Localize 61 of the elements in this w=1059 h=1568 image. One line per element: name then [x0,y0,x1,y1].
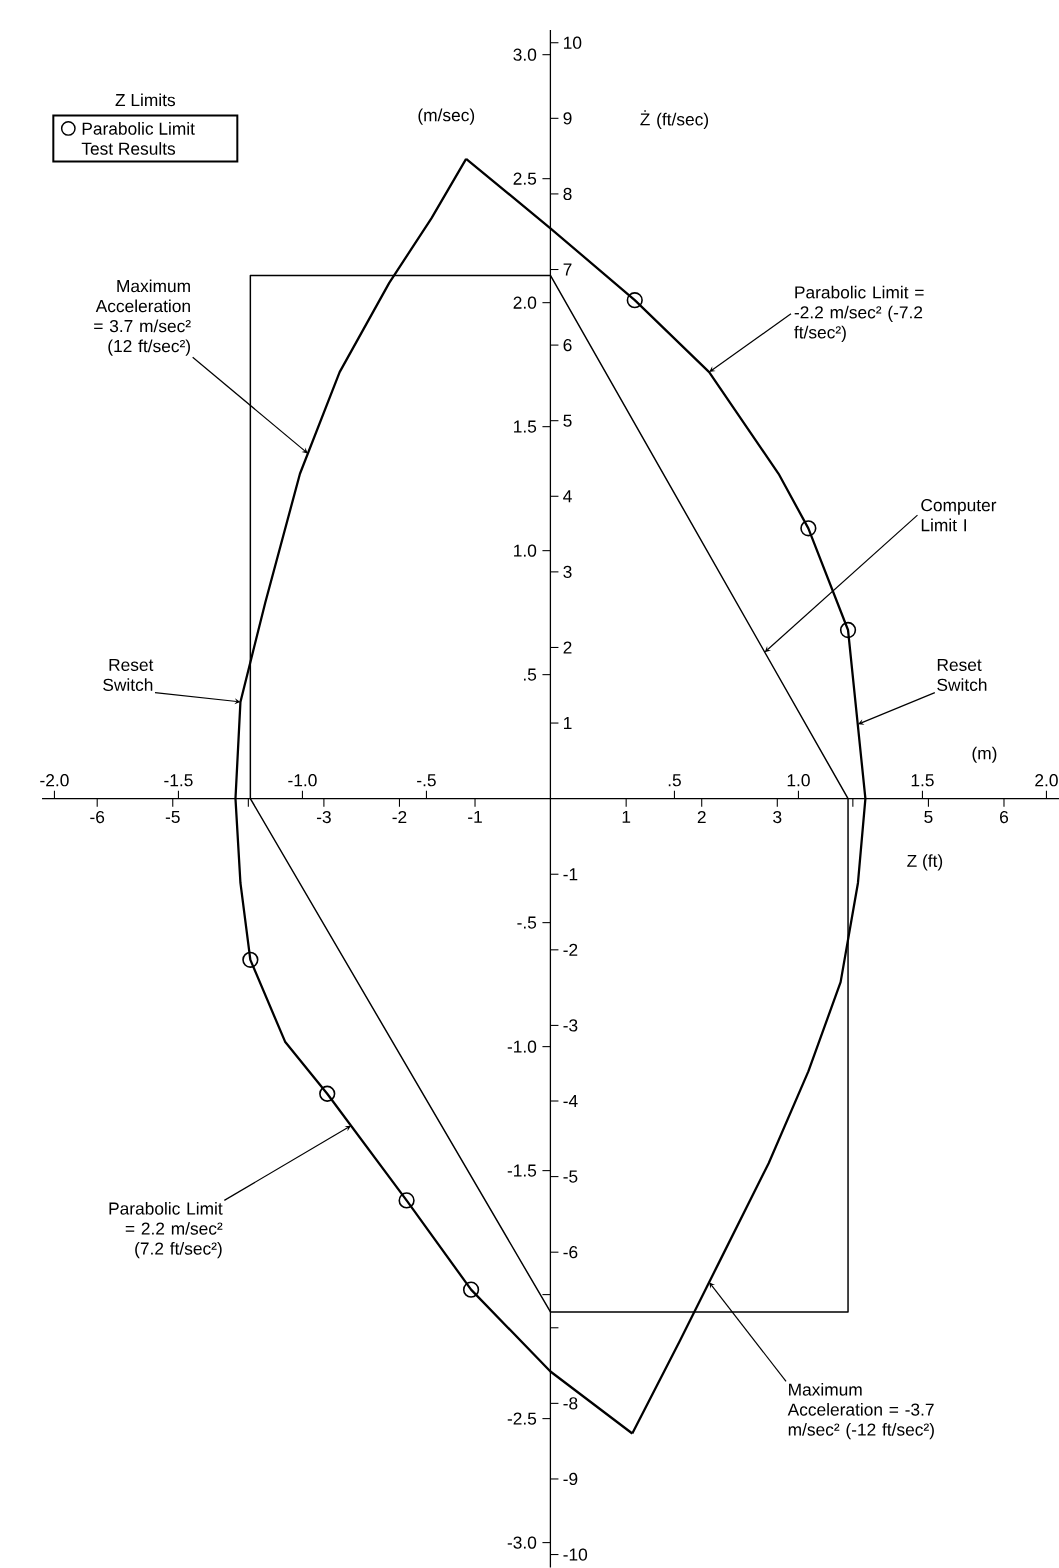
x-tick-label: 1.0 [787,774,810,787]
y2-tick-label: -4 [563,1095,578,1107]
x2-tick-label: 6 [1000,810,1009,824]
y2-tick-label: -2 [563,943,578,956]
x2-tick-label: -2 [392,810,407,824]
x-axis-title: (m) [972,746,997,763]
x-tick-label: 2.0 [1035,774,1058,787]
y-tick-label: -3.0 [507,1536,537,1549]
x2-tick-label: 3 [773,810,782,824]
y-tick-label: 2.5 [513,172,537,185]
annotation: Maximum Acceleration = -3.7 m/sec² (-12 ft/sec²) [787,1383,934,1440]
y2-tick-label: 6 [563,338,572,352]
y2-tick-label: 9 [563,112,572,125]
x2-tick-label: -6 [90,810,105,824]
y2-axis-title: Ż (ft/sec) [640,110,709,129]
y2-tick-label: -1 [563,868,578,881]
y2-tick-label: -10 [563,1548,588,1561]
annotation: Parabolic Limit = 2.2 m/sec² (7.2 ft/sec²) [109,1201,223,1259]
y-tick-label: -.5 [517,916,537,929]
y-tick-label: .5 [523,668,537,681]
y-tick-label: 3.0 [513,48,537,61]
x-tick-label: -2.0 [40,774,69,787]
y2-tick-label: 1 [564,717,572,730]
legend-label: Parabolic Limit Test Results [81,122,195,155]
y-tick-label: 2.0 [513,296,537,309]
x2-tick-label: -1 [468,810,482,823]
x-tick-label: -1.0 [288,774,317,787]
y-tick-label: -1.5 [507,1164,537,1177]
y-tick-label: -1.0 [507,1040,537,1053]
y-tick-label: 1.5 [514,420,537,433]
legend-title: Z Limits [115,93,176,107]
x2-tick-label: -5 [165,810,180,823]
y2-tick-label: 3 [563,565,572,578]
y2-tick-label: 7 [563,263,572,276]
y2-tick-label: 5 [563,414,572,427]
text: Computer Limit I [921,499,997,532]
x-tick-label: 1.5 [911,774,934,787]
y2-tick-label: -8 [563,1397,578,1410]
x2-axis-title: Z (ft) [907,854,943,871]
y2-tick-label: 2 [563,641,572,654]
y-tick-label: -2.5 [507,1412,537,1425]
y2-tick-label: -5 [563,1170,578,1183]
y2-tick-label: -3 [563,1019,578,1032]
y2-tick-label: 10 [564,36,582,49]
x-tick-label: .5 [668,774,681,787]
x2-tick-label: 2 [697,810,706,824]
y-tick-label: 1.0 [514,544,537,557]
y2-tick-label: -6 [563,1246,578,1259]
x2-tick-label: -3 [316,810,331,824]
annotation: Maximum Acceleration = 3.7 m/sec² (12 ft/sec²) [94,279,191,356]
annotation: Reset Switch [103,658,154,691]
x-tick-label: -1.5 [164,774,193,787]
y-axis-title: (m/sec) [418,108,475,125]
x-tick-label: -.5 [417,774,436,787]
y2-tick-label: -9 [563,1472,578,1486]
annotation: Reset Switch [937,658,987,691]
x2-tick-label: 1 [622,810,631,823]
x2-tick-label: 5 [924,810,933,823]
text: Parabolic Limit = -2.2 m/sec² (-7.2 ft/sec²) [794,285,924,342]
y2-tick-label: 8 [563,187,572,201]
y2-tick-label: 4 [563,490,572,503]
